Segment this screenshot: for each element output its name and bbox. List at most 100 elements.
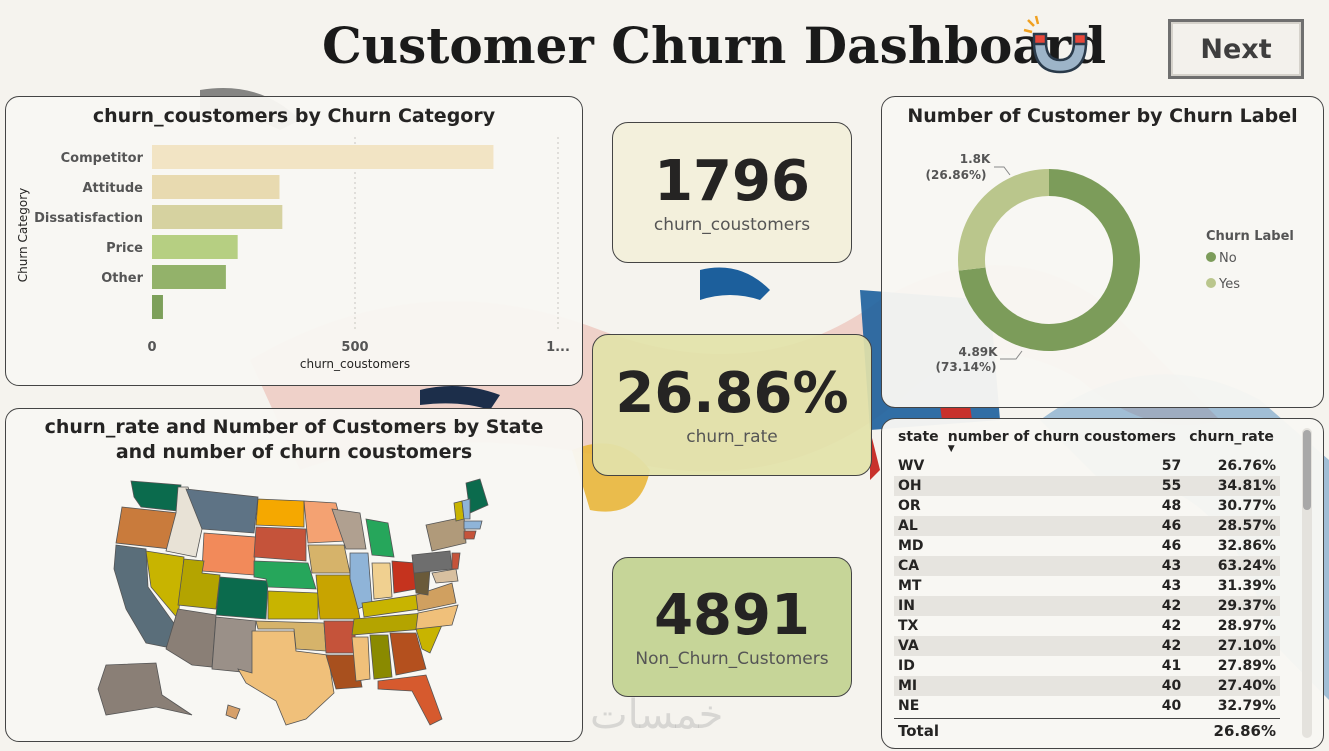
cell-churn-customers: 43	[1161, 578, 1182, 594]
table-row[interactable]: IN 42 29.37%	[894, 596, 1280, 616]
state-ak	[97, 662, 193, 716]
bar	[152, 145, 494, 169]
column-header-label: number of churn coustomers	[947, 429, 1176, 445]
cell-state: MD	[898, 538, 924, 554]
next-button[interactable]: Next	[1168, 19, 1304, 79]
cell-churn-rate: 32.79%	[1217, 698, 1276, 714]
data-label-no-pct: (73.14%)	[936, 360, 997, 374]
table-row[interactable]: WV 57 26.76%	[894, 456, 1280, 476]
table-row[interactable]: VA 42 27.10%	[894, 636, 1280, 656]
legend-label: Yes	[1218, 277, 1240, 292]
state-ca	[113, 544, 179, 648]
bar	[152, 175, 280, 199]
state-table: state number of churn coustomers ▼ churn…	[894, 428, 1284, 744]
cell-churn-customers: 46	[943, 516, 1186, 536]
cell-state: TX	[898, 618, 919, 634]
kpi-label: Non_Churn_Customers	[635, 649, 829, 669]
state-md	[431, 568, 459, 584]
bar	[152, 265, 226, 289]
table-scrollbar[interactable]	[1302, 428, 1312, 738]
cell-churn-customers: 42	[943, 596, 1186, 616]
category-label: Other	[101, 271, 143, 286]
column-header-state[interactable]: state	[898, 429, 939, 445]
scrollbar-thumb[interactable]	[1303, 430, 1311, 510]
cell-churn-rate: 31.39%	[1217, 578, 1276, 594]
churn-label-donut-chart[interactable]: 4.89K(73.14%) 1.8K (26.86%) Churn Label No Ye…	[882, 133, 1323, 405]
us-state-map[interactable]	[6, 469, 582, 739]
churn-category-bar-chart[interactable]: Competitor Attitude Dissatisfaction Price Ot…	[6, 133, 582, 383]
state-nm	[211, 616, 257, 674]
state-wy	[201, 532, 257, 576]
cell-state: WV	[898, 458, 925, 474]
state-map-title-line2: and number of churn coustomers	[115, 441, 473, 463]
cell-churn-rate: 28.57%	[1185, 516, 1280, 536]
state-oh	[391, 560, 417, 594]
table-row[interactable]: MI 40 27.40%	[894, 676, 1280, 696]
cell-churn-customers: 57	[1161, 458, 1182, 474]
table-row[interactable]: OH 55 34.81%	[894, 476, 1280, 496]
table-header-row: state number of churn coustomers ▼ churn…	[894, 428, 1280, 456]
table-row[interactable]: ID 41 27.89%	[894, 656, 1280, 676]
legend-title: Churn Label	[1206, 229, 1294, 244]
kpi-non-churn-customers: 4891 Non_Churn_Customers	[612, 557, 852, 697]
table-row[interactable]: MT 43 31.39%	[894, 576, 1280, 596]
state-nd	[255, 498, 305, 528]
cell-state: AL	[894, 516, 944, 536]
kpi-value: 4891	[654, 583, 810, 648]
state-fl	[377, 674, 443, 726]
cell-churn-customers: 48	[1161, 498, 1182, 514]
state-wi	[331, 508, 367, 550]
total-label: Total	[898, 721, 939, 740]
table-row[interactable]: CA 43 63.24%	[894, 556, 1280, 576]
table-row[interactable]: TX 42 28.97%	[894, 616, 1280, 636]
churn-label-title: Number of Customer by Churn Label	[907, 105, 1298, 127]
state-va	[415, 582, 457, 612]
kpi-label: churn_rate	[686, 427, 778, 447]
table-row[interactable]: AL 46 28.57%	[894, 516, 1280, 536]
x-tick-label: 0	[147, 340, 156, 355]
kpi-churn-customers: 1796 churn_coustomers	[612, 122, 852, 263]
cell-state: MT	[898, 578, 922, 594]
page-title: Customer Churn Dashboard	[322, 16, 1107, 75]
cell-churn-rate: 27.10%	[1185, 636, 1280, 656]
state-la	[325, 654, 363, 690]
table-row[interactable]: OR 48 30.77%	[894, 496, 1280, 516]
cell-churn-rate: 63.24%	[1185, 556, 1280, 576]
sort-descending-icon[interactable]: ▼	[947, 444, 955, 454]
legend-label: No	[1219, 251, 1237, 266]
kpi-churn-rate: 26.86% churn_rate	[592, 334, 872, 476]
total-value: 26.86%	[1213, 721, 1276, 740]
table-row[interactable]: MD 46 32.86%	[894, 536, 1280, 556]
cell-churn-rate: 27.40%	[1185, 676, 1280, 696]
data-label-no: 4.89K	[959, 345, 999, 359]
state-nc	[415, 604, 459, 630]
column-header-churn-customers[interactable]: number of churn coustomers ▼	[944, 428, 1186, 456]
cell-churn-rate: 26.76%	[1217, 458, 1276, 474]
state-ct	[463, 530, 477, 540]
donut-slice-no	[958, 169, 1140, 351]
bar	[152, 235, 238, 259]
cell-state: OR	[898, 498, 921, 514]
column-header-churn-rate[interactable]: churn_rate	[1189, 429, 1274, 445]
category-label: Competitor	[61, 151, 144, 166]
bar	[152, 295, 163, 319]
cell-churn-rate: 29.37%	[1185, 596, 1280, 616]
cell-churn-customers: 42	[943, 636, 1186, 656]
leader-line	[1000, 350, 1023, 360]
table-row[interactable]: NE 40 32.79%	[894, 696, 1280, 716]
state-tn	[351, 612, 425, 636]
x-tick-label: 1...	[546, 340, 570, 355]
cell-state: VA	[894, 636, 944, 656]
kpi-value: 26.86%	[615, 361, 849, 426]
x-tick-label: 500	[341, 340, 368, 355]
churn-category-panel: churn_coustomers by Churn Category Compe…	[5, 96, 583, 386]
state-ny	[425, 516, 467, 552]
state-az	[165, 608, 217, 668]
cell-churn-customers: 42	[1161, 618, 1182, 634]
state-sd	[253, 526, 307, 562]
data-label-yes-pct: (26.86%)	[926, 168, 987, 182]
cell-churn-rate: 27.89%	[1217, 658, 1276, 674]
cell-churn-rate: 30.77%	[1217, 498, 1276, 514]
state-ma	[463, 520, 483, 530]
data-label-yes: 1.8K	[960, 152, 991, 166]
